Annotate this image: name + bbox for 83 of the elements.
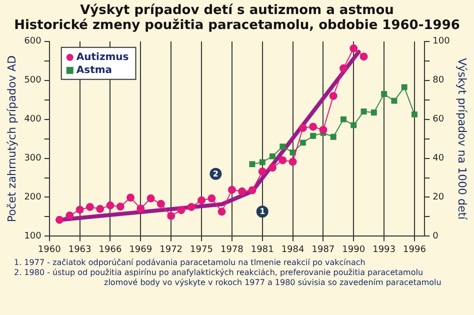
point bbox=[86, 202, 94, 211]
point bbox=[288, 158, 297, 166]
y-tick-label: 400 bbox=[24, 114, 42, 125]
x-tick-label: 1978 bbox=[220, 244, 244, 255]
legend-label: Autizmus bbox=[76, 52, 129, 63]
point bbox=[350, 44, 358, 52]
text: 1. 1977 - začiatok odporúčaní podávania paracetamolu na tlmenie reakcií po vakcínach bbox=[14, 258, 366, 268]
x-tick-label: 1975 bbox=[190, 244, 213, 255]
point bbox=[238, 187, 246, 196]
y-tick-label: 100 bbox=[24, 232, 42, 242]
x-tick-label: 1990 bbox=[342, 244, 366, 255]
x-tick-label: 1996 bbox=[403, 244, 426, 255]
point bbox=[370, 110, 377, 116]
point bbox=[96, 204, 104, 213]
point bbox=[300, 140, 306, 146]
y-tick-label: 600 bbox=[24, 36, 42, 47]
legend-label: Astma bbox=[76, 64, 112, 76]
point bbox=[228, 186, 236, 194]
x-tick-label: 1966 bbox=[98, 244, 122, 255]
point bbox=[76, 206, 84, 214]
point bbox=[156, 200, 165, 208]
point bbox=[360, 108, 367, 115]
point bbox=[309, 122, 318, 131]
y-tick-label: 300 bbox=[24, 154, 42, 164]
y2-tick-label: 60 bbox=[432, 114, 444, 125]
x-tick-label: 1984 bbox=[281, 244, 305, 255]
point bbox=[290, 149, 296, 156]
point bbox=[136, 204, 145, 213]
point bbox=[56, 216, 64, 224]
point bbox=[329, 92, 338, 100]
point bbox=[298, 124, 307, 132]
y2-tick-label: 80 bbox=[432, 76, 444, 86]
point bbox=[146, 194, 155, 202]
point bbox=[259, 159, 266, 166]
point bbox=[381, 91, 388, 97]
y2-tick-label: 0 bbox=[432, 232, 439, 242]
point bbox=[391, 98, 398, 104]
text: zlomové body vo výskyte v rokoch 1977 a 1980 súvisia so zavedením paracetamolu bbox=[103, 278, 442, 288]
x-tick-label: 1972 bbox=[160, 244, 183, 255]
y2-tick-label: 20 bbox=[432, 192, 444, 203]
point bbox=[339, 64, 348, 72]
point bbox=[249, 161, 256, 168]
point bbox=[66, 212, 74, 220]
point bbox=[401, 84, 408, 90]
point bbox=[270, 153, 276, 160]
point bbox=[278, 156, 287, 164]
point bbox=[350, 122, 357, 128]
chart-subtitle: Historické zmeny použitia paracetamolu, obdobie 1960-1996 bbox=[13, 18, 461, 33]
x-tick-label: 1981 bbox=[250, 244, 274, 255]
point bbox=[177, 206, 186, 214]
x-tick-label: 1993 bbox=[372, 244, 396, 255]
point bbox=[280, 144, 286, 150]
text: 2. 1980 - ústup od použitia aspirínu po anafylaktických reakciách, preferovanie použitia paracetamolu bbox=[14, 268, 424, 278]
point bbox=[319, 126, 328, 134]
point bbox=[412, 111, 418, 118]
point bbox=[310, 132, 316, 139]
point bbox=[187, 202, 196, 211]
y2-axis-title: Výskyt prípadov na 1000 detí bbox=[456, 58, 469, 221]
point bbox=[116, 202, 124, 211]
y-axis-title: Počet zahrnutých prípadov AD bbox=[5, 55, 18, 222]
point bbox=[340, 116, 346, 122]
x-tick-label: 1969 bbox=[129, 244, 152, 255]
annotation: 2 bbox=[212, 169, 218, 178]
point bbox=[268, 164, 276, 172]
point bbox=[218, 208, 226, 216]
y-tick-label: 500 bbox=[24, 76, 42, 86]
x-tick-label: 1960 bbox=[38, 244, 62, 255]
point bbox=[167, 212, 176, 220]
point bbox=[330, 134, 336, 140]
y-tick-label: 200 bbox=[24, 192, 42, 203]
x-tick-label: 1987 bbox=[312, 244, 335, 255]
chart-title: Výskyt prípadov detí s autizmom a astmou bbox=[79, 3, 395, 18]
point bbox=[208, 194, 216, 202]
point bbox=[198, 196, 206, 204]
y2-tick-label: 100 bbox=[432, 36, 450, 47]
point bbox=[360, 52, 368, 61]
point bbox=[258, 168, 266, 176]
annotation: 1 bbox=[260, 207, 266, 216]
y2-tick-label: 40 bbox=[432, 154, 444, 164]
x-tick-label: 1963 bbox=[68, 244, 92, 255]
point bbox=[248, 186, 256, 194]
point bbox=[126, 194, 135, 202]
point bbox=[106, 201, 114, 210]
